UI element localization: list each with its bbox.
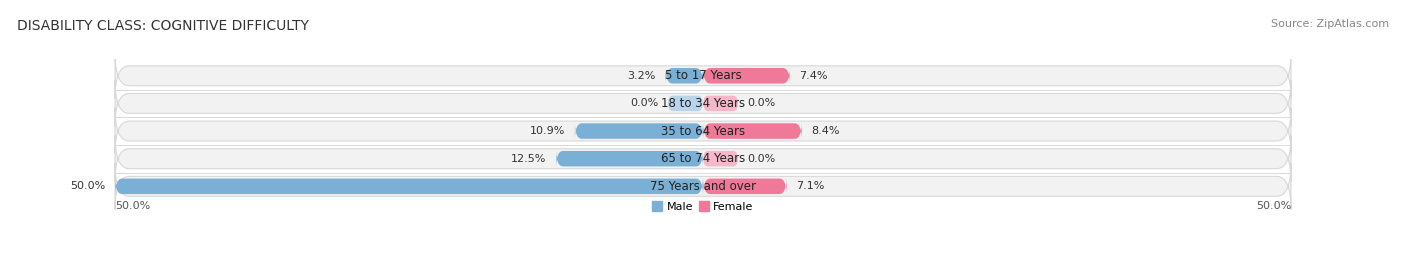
FancyBboxPatch shape (703, 67, 790, 85)
Text: 18 to 34 Years: 18 to 34 Years (661, 97, 745, 110)
FancyBboxPatch shape (555, 150, 703, 168)
FancyBboxPatch shape (115, 178, 703, 195)
FancyBboxPatch shape (703, 178, 786, 195)
FancyBboxPatch shape (668, 96, 703, 111)
FancyBboxPatch shape (703, 122, 801, 140)
FancyBboxPatch shape (115, 52, 1291, 99)
FancyBboxPatch shape (115, 80, 1291, 127)
Text: 3.2%: 3.2% (627, 71, 657, 81)
FancyBboxPatch shape (703, 96, 738, 111)
Text: 7.1%: 7.1% (796, 181, 824, 191)
Text: 50.0%: 50.0% (115, 201, 150, 211)
Text: 35 to 64 Years: 35 to 64 Years (661, 125, 745, 137)
Text: 0.0%: 0.0% (748, 154, 776, 164)
FancyBboxPatch shape (115, 136, 1291, 182)
Text: 50.0%: 50.0% (70, 181, 105, 191)
Text: 75 Years and over: 75 Years and over (650, 180, 756, 193)
Text: DISABILITY CLASS: COGNITIVE DIFFICULTY: DISABILITY CLASS: COGNITIVE DIFFICULTY (17, 19, 309, 33)
Text: 0.0%: 0.0% (630, 98, 658, 108)
FancyBboxPatch shape (665, 67, 703, 85)
Text: 0.0%: 0.0% (748, 98, 776, 108)
Text: 7.4%: 7.4% (800, 71, 828, 81)
Text: 50.0%: 50.0% (1256, 201, 1291, 211)
FancyBboxPatch shape (115, 108, 1291, 154)
Legend: Male, Female: Male, Female (648, 196, 758, 216)
Text: Source: ZipAtlas.com: Source: ZipAtlas.com (1271, 19, 1389, 29)
Text: 65 to 74 Years: 65 to 74 Years (661, 152, 745, 165)
Text: 8.4%: 8.4% (811, 126, 839, 136)
FancyBboxPatch shape (575, 122, 703, 140)
Text: 5 to 17 Years: 5 to 17 Years (665, 69, 741, 82)
FancyBboxPatch shape (115, 163, 1291, 210)
FancyBboxPatch shape (703, 151, 738, 167)
Text: 12.5%: 12.5% (512, 154, 547, 164)
Text: 10.9%: 10.9% (530, 126, 565, 136)
